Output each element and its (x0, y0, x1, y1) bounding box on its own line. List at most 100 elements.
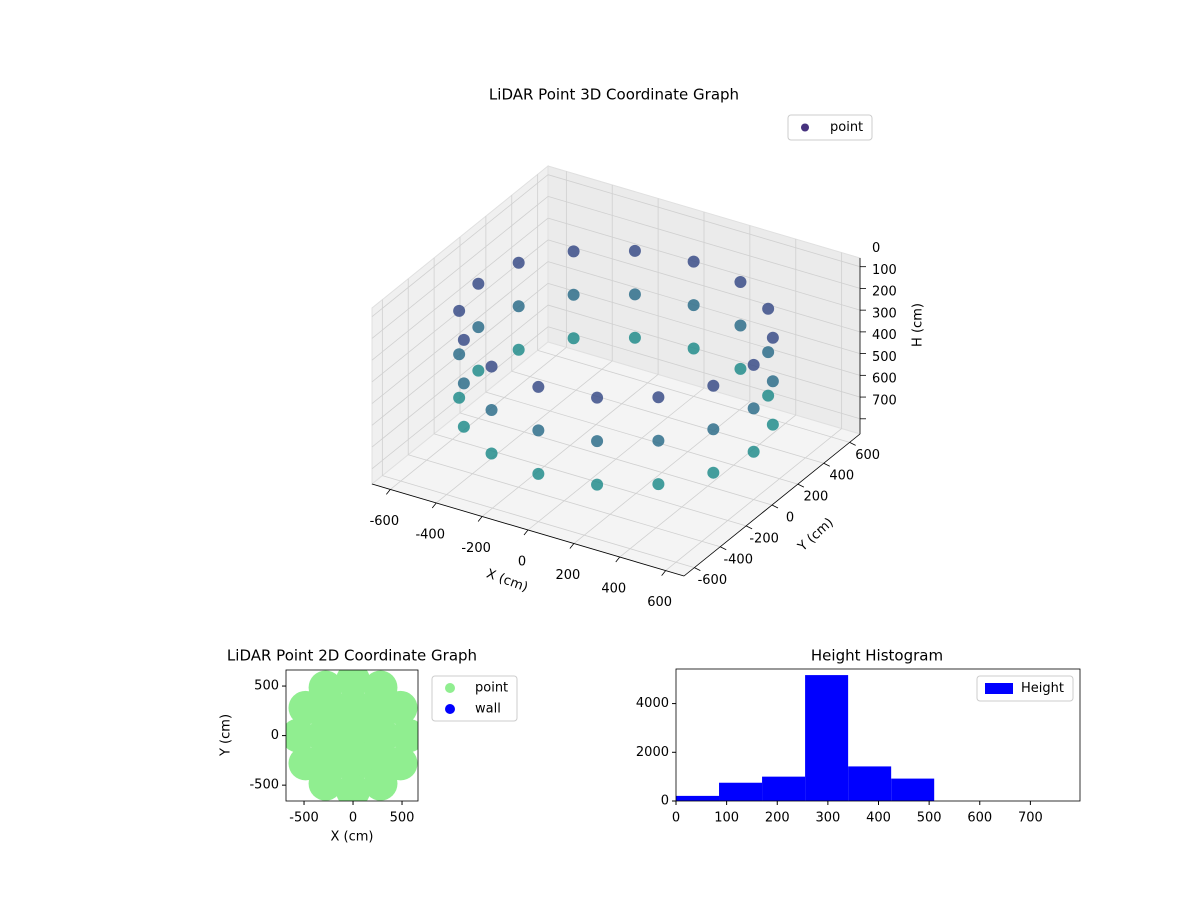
z-tick-label: 700 (872, 393, 897, 408)
point (336, 718, 371, 753)
legend-box (976, 675, 1074, 702)
grid-line (371, 261, 549, 404)
point (485, 447, 498, 460)
grid-line (408, 454, 721, 548)
chart-title: Height Histogram (811, 647, 943, 665)
point (356, 739, 391, 774)
x-tick-label: 700 (1018, 811, 1043, 826)
point (532, 424, 545, 437)
x-tick-label: 200 (555, 568, 580, 583)
grid-line (371, 217, 549, 361)
legend-marker (445, 683, 455, 693)
point (512, 300, 525, 313)
point (567, 332, 580, 345)
y-tick-label: 0 (271, 728, 279, 743)
z-tick-label: 400 (872, 328, 897, 343)
tick-mark (477, 516, 483, 522)
y-axis-label: Y (cm) (219, 714, 234, 757)
point (766, 331, 779, 344)
point (762, 389, 775, 402)
z-tick-label: 0 (872, 241, 880, 256)
x-tick-label: -400 (415, 527, 445, 542)
bar (762, 776, 806, 801)
legend-label: Height (1021, 681, 1064, 696)
point (336, 774, 371, 801)
grid-line (547, 217, 861, 311)
chart-title: LiDAR Point 3D Coordinate Graph (489, 86, 739, 104)
point (628, 244, 641, 257)
x-tick-label: 0 (349, 811, 357, 826)
y-tick-label: -200 (749, 531, 779, 546)
tick-mark (431, 502, 437, 509)
point (472, 321, 485, 334)
y-axis-label: Y (cm) (795, 515, 837, 555)
point (485, 360, 498, 373)
x-tick-label: 500 (917, 811, 942, 826)
y-tick-label: 500 (254, 679, 279, 694)
point (707, 423, 720, 436)
point (628, 331, 641, 344)
point (734, 275, 747, 288)
point (591, 478, 604, 491)
y-tick-label: -400 (723, 552, 753, 567)
tick-mark (615, 556, 621, 563)
x-tick-label: 600 (647, 595, 672, 610)
x-tick-label: -200 (461, 541, 491, 556)
axis-line (683, 433, 861, 577)
point (453, 391, 466, 404)
point (652, 478, 665, 491)
point (734, 319, 747, 332)
point (747, 445, 760, 458)
point (687, 342, 700, 355)
y-tick-label: 0 (786, 511, 794, 526)
y-tick-label: 200 (803, 490, 828, 505)
y-tick-label: 400 (829, 469, 854, 484)
grid-line (547, 261, 861, 354)
point (472, 277, 485, 290)
grid-line (459, 412, 773, 506)
point (762, 346, 775, 359)
point (336, 670, 371, 698)
grid-line (382, 475, 695, 569)
legend-marker (445, 704, 455, 714)
point (286, 718, 316, 753)
bar (676, 795, 720, 801)
x-tick-label: -500 (289, 811, 319, 826)
x-tick-label: 600 (967, 811, 992, 826)
point (457, 420, 470, 433)
grid-line (371, 196, 549, 339)
grid-line (547, 196, 861, 289)
point (457, 377, 470, 390)
grid-line (537, 349, 850, 443)
point (472, 364, 485, 377)
tick-mark (797, 483, 805, 488)
point (567, 245, 580, 258)
tick-mark (661, 570, 666, 576)
bar (719, 782, 763, 801)
point (453, 304, 466, 317)
tick-mark (523, 529, 529, 536)
x-tick-label: 400 (601, 582, 626, 597)
tick-mark (694, 567, 701, 572)
x-tick-label: 0 (518, 555, 526, 570)
y-tick-label: 2000 (636, 745, 669, 760)
legend-marker (985, 683, 1013, 694)
tick-mark (745, 525, 753, 530)
point (457, 333, 470, 346)
point (652, 391, 665, 404)
point (747, 358, 760, 371)
point (766, 375, 779, 388)
x-tick-label: 400 (866, 811, 891, 826)
point (652, 434, 665, 447)
bar (805, 675, 849, 801)
x-axis-label: X (cm) (331, 830, 374, 845)
point (628, 288, 641, 301)
point (591, 435, 604, 448)
x-tick-label: 500 (390, 811, 415, 826)
point (512, 256, 525, 269)
point (308, 766, 343, 801)
point (567, 288, 580, 301)
y-tick-label: -500 (249, 778, 279, 793)
point (288, 690, 323, 725)
grid-line (434, 433, 747, 527)
